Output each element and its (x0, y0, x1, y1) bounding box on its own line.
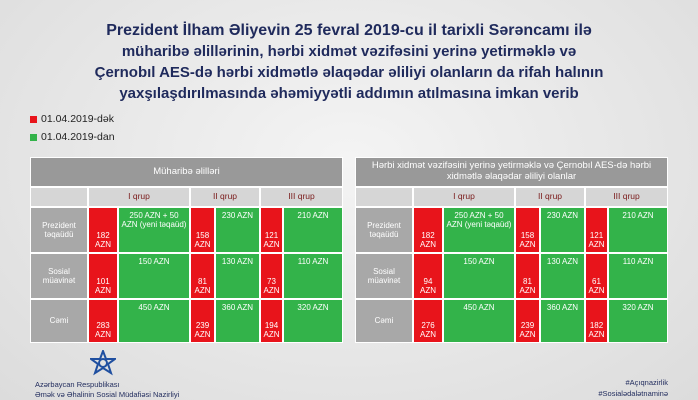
old-amount: 158 AZN (515, 207, 540, 253)
group-header: III qrup (585, 187, 668, 207)
row-label: Prezident təqaüdü (30, 207, 88, 253)
new-amount: 110 AZN (608, 253, 668, 299)
table: Hərbi xidmət vəzifəsini yerinə yetirməkl… (355, 157, 668, 343)
old-amount: 81 AZN (190, 253, 215, 299)
title-line: müharibə əlillərinin, hərbi xidmət vəzif… (121, 43, 577, 60)
old-amount: 94 AZN (413, 253, 443, 299)
group-header: III qrup (260, 187, 343, 207)
legend-label: 01.04.2019-dək (41, 113, 114, 125)
table-title: Müharibə əlilləri (30, 157, 343, 187)
legend-item: 01.04.2019-dək (30, 113, 114, 125)
new-amount: 450 AZN (443, 299, 515, 343)
org-name: Əmək və Əhalinin Sosial Müdafiəsi Nazirl… (35, 390, 180, 399)
corner (30, 187, 88, 207)
row-label: Sosial müavinət (355, 253, 413, 299)
old-amount: 101 AZN (88, 253, 118, 299)
group-header: I qrup (88, 187, 190, 207)
group-header: I qrup (413, 187, 515, 207)
new-amount: 360 AZN (215, 299, 260, 343)
row-label: Sosial müavinət (30, 253, 88, 299)
old-amount: 121 AZN (585, 207, 608, 253)
old-amount: 276 AZN (413, 299, 443, 343)
logo (90, 350, 116, 376)
title-line: yaxşılaşdırılmasında əhəmiyyətli addımın… (119, 85, 579, 102)
new-amount: 250 AZN + 50 AZN (yeni təqaüd) (443, 207, 515, 253)
hashtag: #Açıqnazirlik (625, 378, 668, 387)
new-amount: 320 AZN (283, 299, 343, 343)
old-amount: 239 AZN (515, 299, 540, 343)
new-amount: 150 AZN (118, 253, 190, 299)
new-amount: 250 AZN + 50 AZN (yeni təqaüd) (118, 207, 190, 253)
legend-label: 01.04.2019-dan (41, 131, 115, 143)
new-amount: 230 AZN (540, 207, 585, 253)
old-amount: 194 AZN (260, 299, 283, 343)
new-amount: 360 AZN (540, 299, 585, 343)
old-amount: 182 AZN (413, 207, 443, 253)
title-line: Çernobıl AES-də hərbi xidmətlə əlaqədar … (94, 64, 604, 81)
new-amount: 320 AZN (608, 299, 668, 343)
new-amount: 210 AZN (608, 207, 668, 253)
old-amount: 158 AZN (190, 207, 215, 253)
table: Müharibə əlilləri I qrup II qrup III qrup Pr… (30, 157, 343, 343)
corner (355, 187, 413, 207)
old-amount: 121 AZN (260, 207, 283, 253)
row-label: Cəmi (355, 299, 413, 343)
row-label: Cəmi (30, 299, 88, 343)
new-amount: 230 AZN (215, 207, 260, 253)
new-amount: 150 AZN (443, 253, 515, 299)
table-title: Hərbi xidmət vəzifəsini yerinə yetirməkl… (355, 157, 668, 187)
hashtag: #Sosialədalətnaminə (598, 389, 668, 398)
old-amount: 239 AZN (190, 299, 215, 343)
old-amount: 73 AZN (260, 253, 283, 299)
new-amount: 450 AZN (118, 299, 190, 343)
legend-swatch (30, 133, 37, 141)
title-line: Prezident İlham Əliyevin 25 fevral 2019-… (106, 22, 592, 39)
new-amount: 110 AZN (283, 253, 343, 299)
new-amount: 130 AZN (215, 253, 260, 299)
legend-item: 01.04.2019-dan (30, 131, 115, 143)
new-amount: 210 AZN (283, 207, 343, 253)
new-amount: 130 AZN (540, 253, 585, 299)
group-header: II qrup (190, 187, 260, 207)
legend-swatch (30, 115, 37, 123)
old-amount: 61 AZN (585, 253, 608, 299)
row-label: Prezident təqaüdü (355, 207, 413, 253)
old-amount: 81 AZN (515, 253, 540, 299)
old-amount: 283 AZN (88, 299, 118, 343)
group-header: II qrup (515, 187, 585, 207)
org-name: Azərbaycan Respublikası (35, 380, 120, 389)
old-amount: 182 AZN (88, 207, 118, 253)
old-amount: 182 AZN (585, 299, 608, 343)
